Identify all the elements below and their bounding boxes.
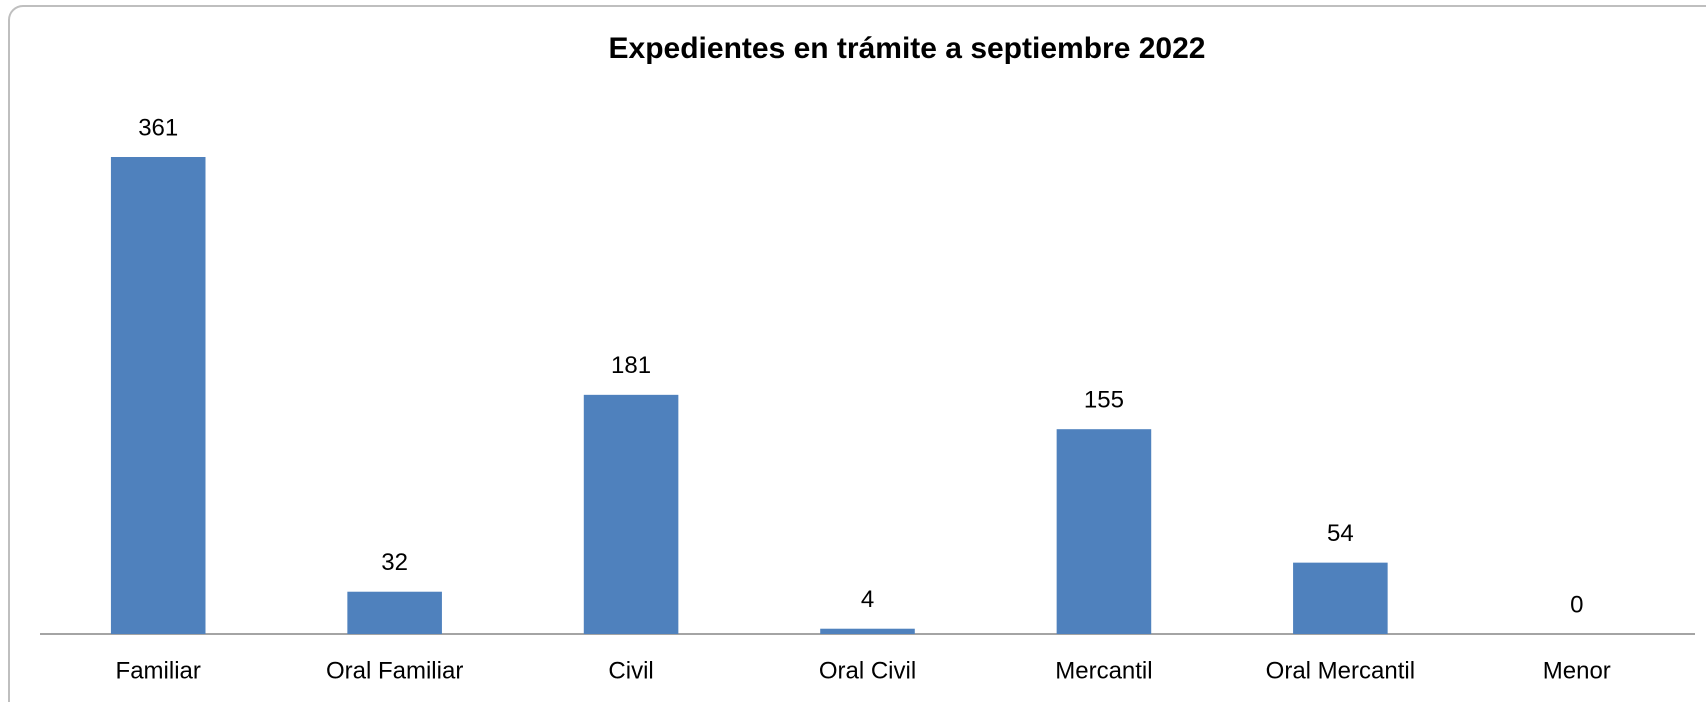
x-tick-label: Oral Mercantil — [1266, 657, 1415, 684]
data-label: 4 — [861, 586, 874, 613]
bar — [583, 394, 679, 634]
bar — [347, 591, 442, 634]
data-label: 0 — [1570, 591, 1583, 618]
x-tick-label: Mercantil — [1055, 657, 1152, 684]
bar — [820, 628, 915, 634]
bar — [1293, 562, 1388, 634]
bar — [110, 157, 206, 634]
data-label: 361 — [138, 114, 178, 141]
data-label: 32 — [381, 549, 408, 576]
data-label: 54 — [1327, 520, 1354, 547]
x-tick-label: Oral Civil — [819, 657, 916, 684]
data-label: 155 — [1084, 387, 1124, 414]
x-tick-label: Familiar — [116, 657, 201, 684]
bar — [1056, 429, 1152, 634]
data-label: 181 — [611, 352, 651, 379]
chart-frame — [8, 5, 1706, 702]
x-tick-label: Civil — [608, 657, 653, 684]
chart-title: Expedientes en trámite a septiembre 2022 — [609, 32, 1206, 65]
x-tick-label: Oral Familiar — [326, 657, 463, 684]
x-tick-label: Menor — [1543, 657, 1611, 684]
